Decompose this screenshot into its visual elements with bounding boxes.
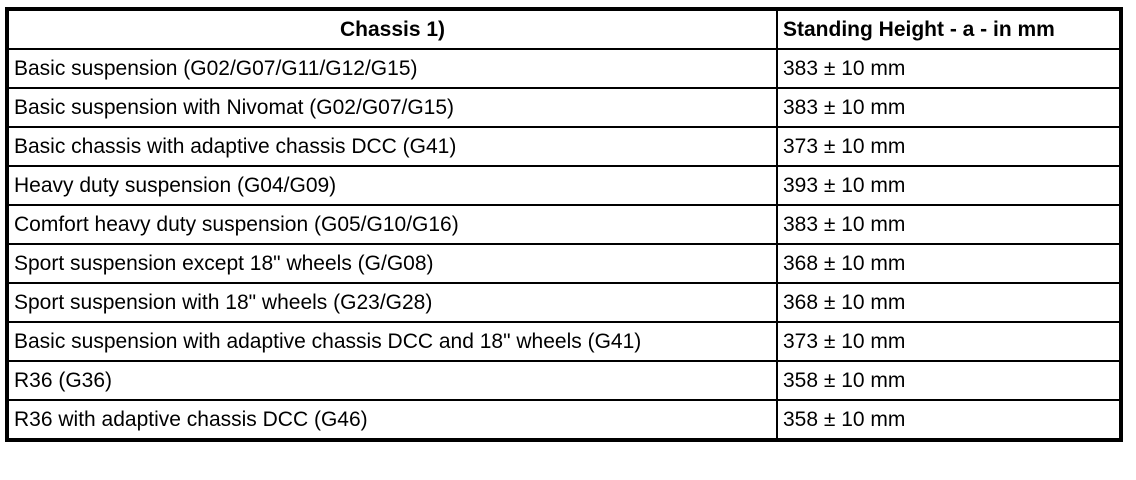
chassis-cell: Basic suspension with adaptive chassis D… bbox=[6, 321, 778, 362]
standing-height-cell: 383 ± 10 mm bbox=[776, 48, 1122, 89]
table-row: Basic suspension with Nivomat (G02/G07/G… bbox=[6, 87, 1122, 128]
chassis-cell: Basic chassis with adaptive chassis DCC … bbox=[6, 126, 778, 167]
table-row: R36 (G36) 358 ± 10 mm bbox=[6, 360, 1122, 401]
standing-height-cell: 368 ± 10 mm bbox=[776, 282, 1122, 323]
chassis-cell: Comfort heavy duty suspension (G05/G10/G… bbox=[6, 204, 778, 245]
standing-height-cell: 393 ± 10 mm bbox=[776, 165, 1122, 206]
chassis-cell: Sport suspension except 18" wheels (G/G0… bbox=[6, 243, 778, 284]
standing-height-cell: 383 ± 10 mm bbox=[776, 204, 1122, 245]
standing-height-cell: 383 ± 10 mm bbox=[776, 87, 1122, 128]
chassis-cell: R36 (G36) bbox=[6, 360, 778, 401]
table-body: Basic suspension (G02/G07/G11/G12/G15) 38… bbox=[6, 48, 1122, 441]
column-header-chassis: Chassis 1) bbox=[6, 8, 778, 50]
chassis-cell: Basic suspension (G02/G07/G11/G12/G15) bbox=[6, 48, 778, 89]
table-row: Comfort heavy duty suspension (G05/G10/G… bbox=[6, 204, 1122, 245]
standing-height-cell: 358 ± 10 mm bbox=[776, 399, 1122, 441]
standing-height-cell: 373 ± 10 mm bbox=[776, 126, 1122, 167]
table-row: Sport suspension except 18" wheels (G/G0… bbox=[6, 243, 1122, 284]
chassis-cell: Basic suspension with Nivomat (G02/G07/G… bbox=[6, 87, 778, 128]
table-row: Sport suspension with 18" wheels (G23/G2… bbox=[6, 282, 1122, 323]
table-header-row: Chassis 1) Standing Height - a - in mm bbox=[6, 8, 1122, 50]
standing-height-cell: 373 ± 10 mm bbox=[776, 321, 1122, 362]
column-header-standing-height: Standing Height - a - in mm bbox=[776, 8, 1122, 50]
chassis-cell: R36 with adaptive chassis DCC (G46) bbox=[6, 399, 778, 441]
table-row: Heavy duty suspension (G04/G09) 393 ± 10 … bbox=[6, 165, 1122, 206]
table-row: Basic suspension with adaptive chassis D… bbox=[6, 321, 1122, 362]
standing-height-cell: 358 ± 10 mm bbox=[776, 360, 1122, 401]
standing-height-cell: 368 ± 10 mm bbox=[776, 243, 1122, 284]
table-row: R36 with adaptive chassis DCC (G46) 358 ±… bbox=[6, 399, 1122, 441]
table-row: Basic chassis with adaptive chassis DCC … bbox=[6, 126, 1122, 167]
standing-height-table: Chassis 1) Standing Height - a - in mm B… bbox=[5, 7, 1123, 442]
table-row: Basic suspension (G02/G07/G11/G12/G15) 38… bbox=[6, 48, 1122, 89]
chassis-cell: Sport suspension with 18" wheels (G23/G2… bbox=[6, 282, 778, 323]
chassis-cell: Heavy duty suspension (G04/G09) bbox=[6, 165, 778, 206]
